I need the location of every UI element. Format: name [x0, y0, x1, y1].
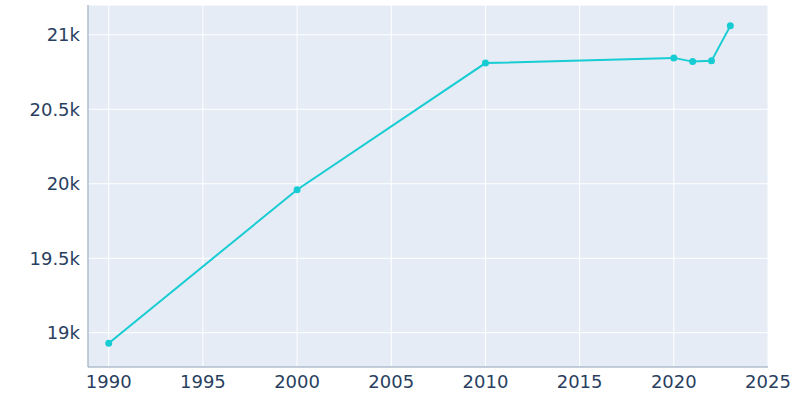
- svg-text:19.5k: 19.5k: [29, 248, 80, 269]
- svg-text:2010: 2010: [463, 371, 509, 392]
- svg-text:20k: 20k: [47, 173, 81, 194]
- svg-text:20.5k: 20.5k: [29, 99, 80, 120]
- svg-text:2015: 2015: [557, 371, 603, 392]
- svg-text:2005: 2005: [368, 371, 414, 392]
- svg-text:2000: 2000: [274, 371, 320, 392]
- svg-text:19k: 19k: [47, 322, 81, 343]
- svg-text:2020: 2020: [651, 371, 697, 392]
- svg-text:1995: 1995: [180, 371, 226, 392]
- svg-text:1990: 1990: [86, 371, 132, 392]
- svg-text:21k: 21k: [47, 24, 81, 45]
- svg-text:2025: 2025: [745, 371, 791, 392]
